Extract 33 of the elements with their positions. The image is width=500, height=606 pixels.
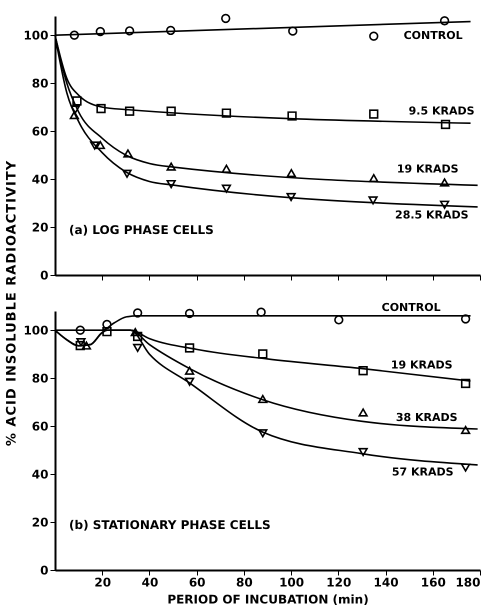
- y-tick-label: 20: [32, 220, 48, 235]
- series-label: 57 KRADS: [392, 466, 454, 479]
- x-tick-label: 20: [94, 576, 112, 590]
- y-tick-label: 40: [32, 468, 48, 482]
- series-label: 9.5 KRADS: [408, 104, 475, 118]
- x-axis-title: PERIOD OF INCUBATION (min): [167, 592, 369, 606]
- series-label: CONTROL: [404, 28, 463, 42]
- y-tick-label: 40: [32, 172, 48, 187]
- annotation: (a) LOG PHASE CELLS: [69, 223, 214, 237]
- x-tick-label: 180: [455, 576, 480, 590]
- series-label: CONTROL: [382, 300, 441, 314]
- y-tick-label: 100: [23, 324, 48, 338]
- y-axis-title: % ACID INSOLUBLE RADIOACTIVITY: [4, 160, 20, 446]
- x-tick-label: 80: [236, 576, 253, 590]
- x-tick-label: 140: [374, 576, 399, 590]
- x-tick-label: 60: [188, 576, 206, 590]
- x-tick-label: 120: [326, 576, 352, 590]
- series-label: 19 KRADS: [390, 358, 453, 372]
- series-label: 38 KRADS: [396, 410, 458, 424]
- x-tick-label: 100: [279, 576, 304, 590]
- y-tick-label: 60: [32, 420, 48, 434]
- x-tick-label: 40: [142, 576, 158, 590]
- y-tick-label: 20: [32, 516, 48, 530]
- y-tick-label: 80: [32, 76, 48, 91]
- series-label: 28.5 KRADS: [395, 208, 469, 222]
- y-tick-label: 0: [40, 564, 48, 578]
- series-label: 19 KRADS: [396, 162, 459, 176]
- y-tick-label: 60: [32, 124, 48, 139]
- x-tick-label: 160: [420, 576, 446, 590]
- y-tick-label: 0: [40, 268, 48, 282]
- y-tick-label: 100: [23, 28, 48, 43]
- y-tick-label: 80: [32, 372, 48, 386]
- annotation: (b) STATIONARY PHASE CELLS: [69, 518, 271, 532]
